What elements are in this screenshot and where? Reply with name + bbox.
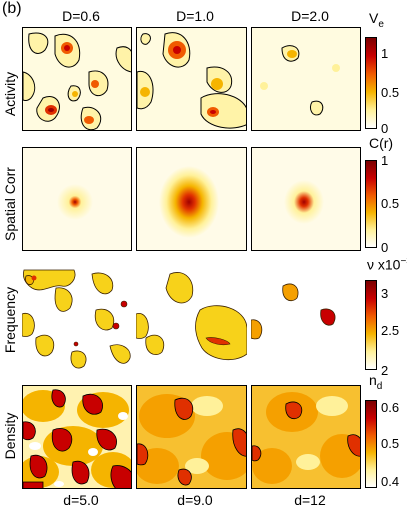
density-map-d9 bbox=[136, 385, 247, 489]
bottom-label-1: d=5.0 bbox=[63, 492, 99, 508]
colorbar-activity bbox=[365, 37, 377, 129]
bottom-label-2: d=9.0 bbox=[177, 492, 213, 508]
density-map-d5 bbox=[22, 385, 132, 489]
activity-map-d10 bbox=[136, 27, 247, 131]
colorbar-density-tick-high: 0.6 bbox=[381, 400, 400, 415]
density-map-d12 bbox=[251, 385, 361, 489]
frequency-map-d06 bbox=[22, 268, 132, 372]
column-title-1: D=0.6 bbox=[62, 8, 100, 24]
colorbar-frequency-title: ν x10−3 bbox=[367, 256, 407, 273]
colorbar-activity-tick-high: 1 bbox=[381, 46, 389, 61]
colorbar-density-tick-low: 0.4 bbox=[381, 474, 400, 489]
column-title-3: D=2.0 bbox=[291, 8, 329, 24]
colorbar-spatial-corr-title: C(r) bbox=[369, 135, 394, 151]
bottom-label-3: d=12 bbox=[294, 492, 326, 508]
figure-panel-label: (b) bbox=[2, 0, 22, 17]
colorbar-spatial-corr-tick-low: 0 bbox=[381, 240, 389, 255]
corr-map-d10 bbox=[136, 147, 247, 251]
frequency-map-d20 bbox=[251, 268, 361, 372]
column-title-2: D=1.0 bbox=[176, 8, 214, 24]
row-label-frequency: Frequency bbox=[2, 286, 18, 354]
colorbar-density-tick-mid: 0.5 bbox=[381, 436, 400, 451]
colorbar-spatial-corr bbox=[365, 160, 377, 248]
colorbar-frequency bbox=[365, 280, 377, 370]
activity-map-d20 bbox=[251, 27, 361, 131]
colorbar-density bbox=[365, 400, 377, 488]
row-label-activity: Activity bbox=[2, 71, 18, 117]
colorbar-activity-tick-low: 0 bbox=[381, 121, 389, 136]
colorbar-frequency-tick-low: 2 bbox=[381, 363, 389, 378]
row-label-spatial-corr: Spatial Corr bbox=[2, 167, 18, 241]
corr-map-d20 bbox=[251, 147, 361, 251]
frequency-map-d10 bbox=[136, 268, 247, 372]
corr-map-d06 bbox=[22, 147, 132, 251]
colorbar-density-title: nd bbox=[369, 372, 383, 392]
colorbar-activity-title: Ve bbox=[369, 10, 384, 30]
colorbar-spatial-corr-tick-high: 1 bbox=[381, 153, 389, 168]
colorbar-activity-tick-mid: 0.5 bbox=[381, 85, 400, 100]
colorbar-frequency-tick-mid: 2.5 bbox=[381, 323, 400, 338]
colorbar-spatial-corr-tick-mid: 0.5 bbox=[381, 196, 400, 211]
row-label-density: Density bbox=[2, 412, 18, 460]
activity-map-d06 bbox=[22, 27, 132, 131]
colorbar-frequency-tick-high: 3 bbox=[381, 286, 389, 301]
